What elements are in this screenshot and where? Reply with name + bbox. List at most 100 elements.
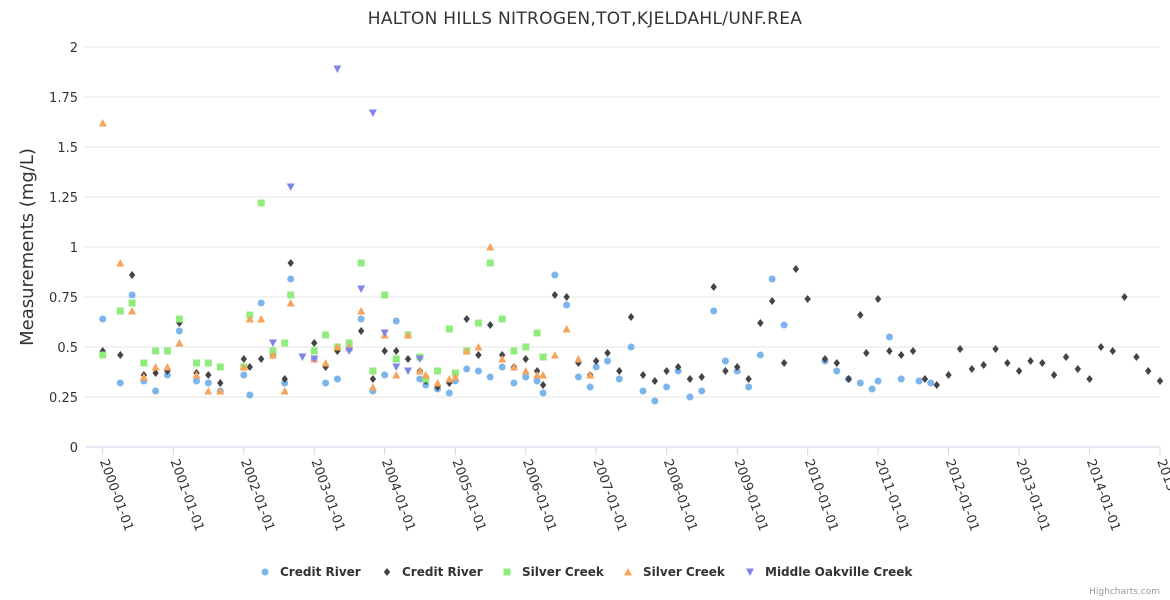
- data-point[interactable]: [404, 355, 412, 363]
- data-point[interactable]: [909, 347, 917, 355]
- data-point[interactable]: [140, 359, 148, 367]
- legend-item[interactable]: Silver Creek: [503, 565, 605, 579]
- data-point[interactable]: [128, 307, 137, 315]
- data-point[interactable]: [968, 365, 976, 373]
- data-point[interactable]: [392, 363, 401, 372]
- data-point[interactable]: [833, 367, 841, 375]
- data-point[interactable]: [486, 243, 495, 251]
- data-point[interactable]: [240, 355, 248, 363]
- data-point[interactable]: [533, 377, 541, 385]
- data-point[interactable]: [663, 383, 671, 391]
- data-point[interactable]: [445, 375, 454, 383]
- data-point[interactable]: [821, 355, 829, 363]
- data-point[interactable]: [404, 331, 413, 339]
- data-point[interactable]: [710, 283, 717, 291]
- data-point[interactable]: [128, 299, 136, 307]
- data-point[interactable]: [1050, 371, 1058, 379]
- data-point[interactable]: [445, 389, 453, 397]
- data-point[interactable]: [240, 371, 248, 379]
- data-point[interactable]: [886, 347, 893, 355]
- data-point[interactable]: [128, 291, 136, 299]
- data-point[interactable]: [768, 297, 776, 305]
- data-point[interactable]: [357, 315, 365, 323]
- data-point[interactable]: [421, 371, 430, 379]
- data-point[interactable]: [768, 275, 776, 283]
- data-point[interactable]: [586, 371, 595, 379]
- data-point[interactable]: [627, 343, 635, 351]
- data-point[interactable]: [563, 301, 571, 309]
- legend-symbol[interactable]: [624, 568, 632, 576]
- data-point[interactable]: [286, 299, 295, 307]
- data-point[interactable]: [451, 373, 460, 381]
- data-point[interactable]: [433, 379, 442, 387]
- data-point[interactable]: [116, 379, 124, 387]
- data-point[interactable]: [1097, 343, 1105, 351]
- data-point[interactable]: [921, 375, 929, 383]
- data-point[interactable]: [381, 371, 389, 379]
- data-point[interactable]: [780, 321, 788, 329]
- data-point[interactable]: [627, 313, 635, 321]
- data-point[interactable]: [415, 355, 424, 364]
- data-point[interactable]: [280, 387, 289, 395]
- data-point[interactable]: [368, 383, 377, 391]
- data-point[interactable]: [539, 353, 547, 361]
- data-point[interactable]: [445, 325, 453, 333]
- data-point[interactable]: [163, 347, 171, 355]
- data-point[interactable]: [616, 367, 623, 375]
- data-point[interactable]: [804, 295, 811, 303]
- data-point[interactable]: [392, 317, 400, 325]
- data-point[interactable]: [116, 307, 124, 315]
- data-point[interactable]: [281, 339, 289, 347]
- legend-label[interactable]: Credit River: [280, 565, 361, 579]
- data-point[interactable]: [615, 375, 623, 383]
- legend-symbol[interactable]: [746, 568, 754, 577]
- data-point[interactable]: [462, 347, 471, 355]
- data-point[interactable]: [539, 389, 547, 397]
- data-point[interactable]: [193, 377, 201, 385]
- data-point[interactable]: [756, 351, 764, 359]
- data-point[interactable]: [885, 333, 893, 341]
- data-point[interactable]: [639, 371, 647, 379]
- legend-label[interactable]: Silver Creek: [643, 565, 726, 579]
- data-point[interactable]: [474, 343, 483, 351]
- data-point[interactable]: [152, 387, 160, 395]
- data-point[interactable]: [933, 381, 940, 389]
- legend-symbol[interactable]: [383, 568, 391, 576]
- data-point[interactable]: [551, 271, 559, 279]
- data-point[interactable]: [369, 367, 377, 375]
- data-point[interactable]: [780, 359, 788, 367]
- legend-item[interactable]: Credit River: [261, 565, 361, 579]
- data-point[interactable]: [574, 373, 582, 381]
- data-point[interactable]: [1004, 359, 1011, 367]
- data-point[interactable]: [792, 265, 800, 273]
- data-point[interactable]: [856, 379, 864, 387]
- data-point[interactable]: [686, 375, 694, 383]
- legend-symbol[interactable]: [503, 568, 511, 576]
- data-point[interactable]: [533, 329, 541, 337]
- data-point[interactable]: [463, 315, 470, 323]
- data-point[interactable]: [116, 259, 125, 267]
- data-point[interactable]: [99, 351, 107, 359]
- data-point[interactable]: [721, 357, 729, 365]
- data-point[interactable]: [475, 351, 482, 359]
- data-point[interactable]: [1109, 347, 1116, 355]
- data-point[interactable]: [522, 343, 530, 351]
- data-point[interactable]: [1145, 367, 1152, 375]
- data-point[interactable]: [257, 355, 265, 363]
- data-point[interactable]: [663, 367, 670, 375]
- data-point[interactable]: [651, 377, 659, 385]
- data-point[interactable]: [592, 357, 600, 365]
- data-point[interactable]: [674, 363, 682, 371]
- data-point[interactable]: [152, 369, 159, 377]
- data-point[interactable]: [151, 363, 160, 371]
- data-point[interactable]: [833, 359, 840, 367]
- data-point[interactable]: [333, 343, 342, 351]
- data-point[interactable]: [322, 331, 330, 339]
- data-point[interactable]: [281, 375, 288, 383]
- data-point[interactable]: [874, 377, 882, 385]
- data-point[interactable]: [857, 311, 864, 319]
- data-point[interactable]: [204, 379, 212, 387]
- data-point[interactable]: [498, 363, 506, 371]
- data-point[interactable]: [393, 347, 400, 355]
- data-point[interactable]: [175, 339, 184, 347]
